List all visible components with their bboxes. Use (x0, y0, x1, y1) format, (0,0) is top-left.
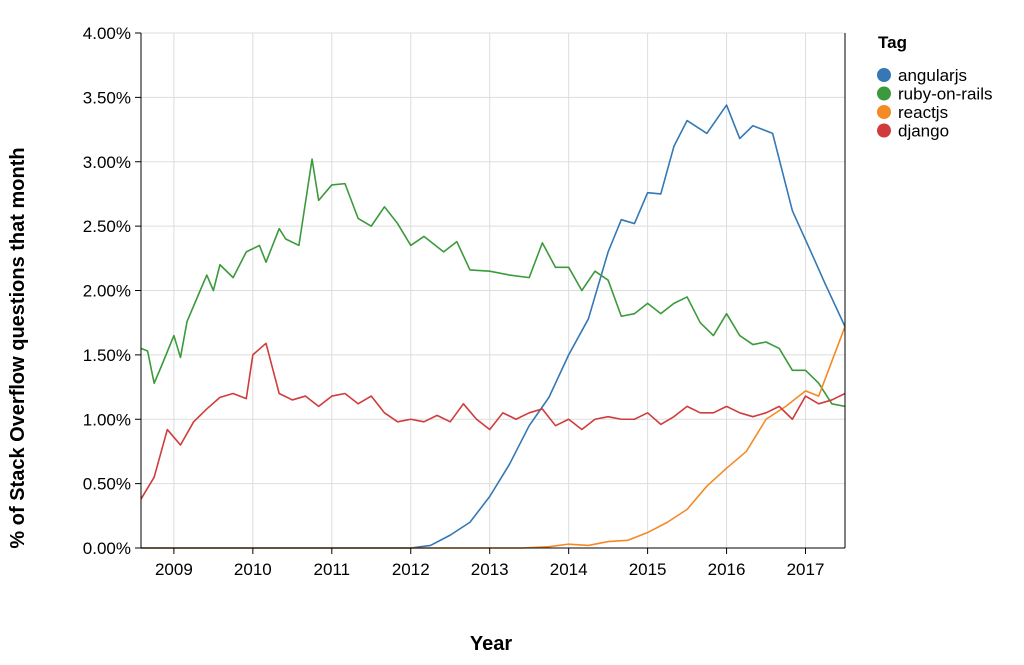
y-tick-label: 0.50% (83, 475, 131, 494)
x-tick-label: 2010 (234, 560, 272, 579)
x-tick-label: 2015 (629, 560, 667, 579)
x-tick-label: 2011 (314, 560, 351, 579)
grid-lines (141, 32, 845, 549)
x-axis-title: Year (470, 633, 512, 655)
y-tick-label: 1.00% (83, 410, 131, 429)
series-lines (140, 104, 846, 549)
y-tick-label: 3.00% (83, 153, 131, 172)
y-tick-label: 0.00% (83, 539, 131, 558)
series-line-reactjs (141, 326, 846, 549)
x-tick-label: 2009 (155, 560, 193, 579)
legend-label-django: django (898, 122, 949, 141)
series-line-angularjs (141, 104, 846, 549)
legend-label-ruby-on-rails: ruby-on-rails (898, 85, 992, 104)
x-tick-label: 2016 (708, 560, 746, 579)
x-tick-label: 2012 (392, 560, 430, 579)
series-line-ruby-on-rails (140, 158, 846, 408)
x-tick-label: 2017 (787, 560, 825, 579)
legend-title: Tag (878, 33, 907, 52)
legend-swatch-angularjs (877, 68, 891, 82)
y-tick-label: 1.50% (83, 346, 131, 365)
legend-swatch-reactjs (877, 105, 891, 119)
legend-swatch-django (877, 123, 891, 138)
legend-label-reactjs: reactjs (898, 103, 948, 122)
x-tick-label: 2014 (550, 560, 588, 579)
tick-labels: 0.00% 0.50% 1.00% 1.50% 2.00% 2.50% 3.00% 3.50%… (83, 24, 825, 579)
y-tick-label: 3.50% (83, 88, 131, 107)
axes (135, 32, 846, 554)
y-tick-label: 4.00% (83, 24, 131, 43)
y-axis-title: % of Stack Overflow questions that month (7, 147, 29, 548)
y-tick-label: 2.50% (83, 217, 131, 236)
y-tick-label: 2.00% (83, 282, 131, 301)
series-line-django (140, 342, 846, 500)
x-tick-label: 2013 (471, 560, 509, 579)
legend-label-angularjs: angularjs (898, 66, 967, 85)
legend-swatch-ruby-on-rails (877, 86, 891, 101)
